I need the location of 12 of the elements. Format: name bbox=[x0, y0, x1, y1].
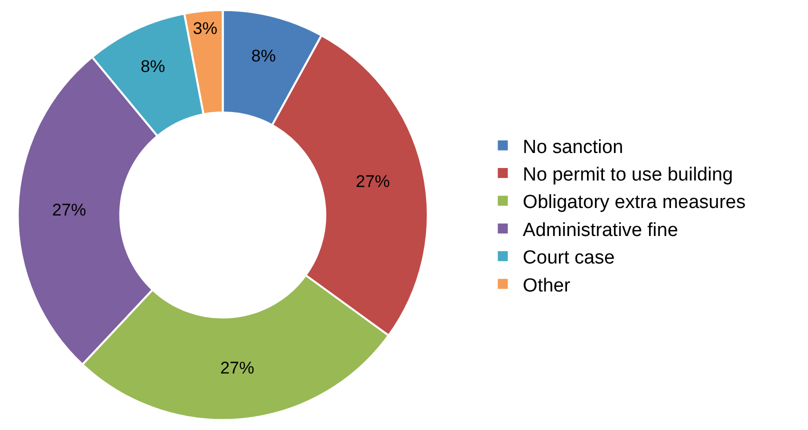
legend-label: No permit to use building bbox=[522, 164, 733, 186]
legend-label: Court case bbox=[522, 248, 615, 269]
legend-label: No sanction bbox=[522, 136, 624, 158]
data-label: 8% bbox=[251, 46, 276, 66]
data-label: 27% bbox=[356, 172, 390, 191]
legend-label: Other bbox=[522, 275, 571, 296]
legend-label: Obligatory extra measures bbox=[522, 192, 746, 214]
data-label: 27% bbox=[220, 358, 254, 378]
data-label: 8% bbox=[140, 56, 166, 76]
data-label: 3% bbox=[192, 18, 218, 38]
legend-label: Administrative fine bbox=[522, 220, 678, 241]
data-label: 27% bbox=[52, 200, 86, 220]
